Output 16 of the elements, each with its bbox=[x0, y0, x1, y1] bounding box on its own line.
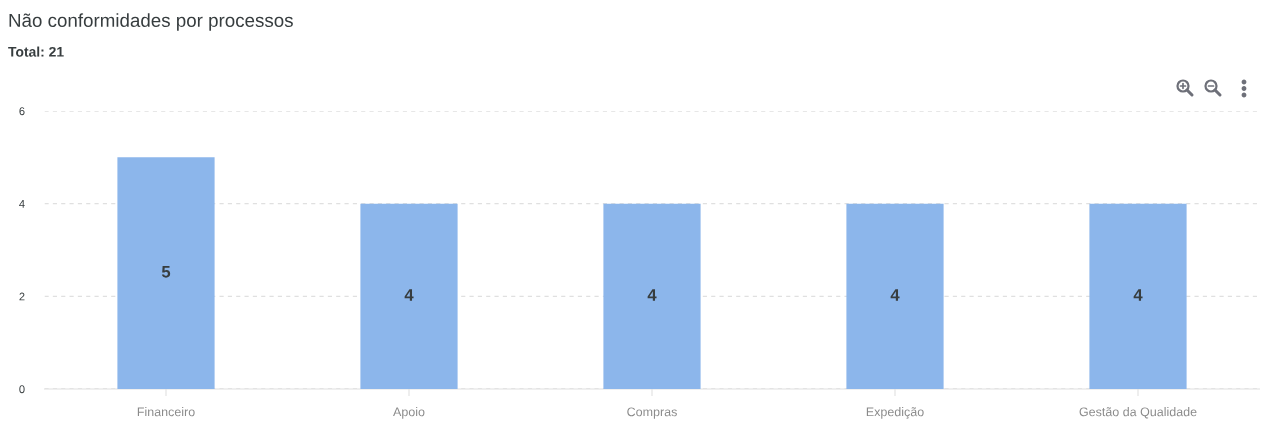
data-label: 5 bbox=[161, 266, 171, 278]
data-label: 4 bbox=[890, 289, 900, 301]
chart-subtitle: Total: 21 bbox=[8, 46, 64, 57]
data-label: 4 bbox=[1133, 289, 1143, 301]
y-tick-label: 0 bbox=[19, 385, 25, 394]
data-label: 4 bbox=[647, 289, 657, 301]
y-tick-label: 4 bbox=[19, 200, 25, 208]
x-tick-label: Apoio bbox=[393, 407, 425, 419]
data-label: 4 bbox=[404, 289, 414, 301]
x-tick-label: Financeiro bbox=[137, 407, 195, 417]
y-tick-label: 2 bbox=[19, 292, 25, 301]
x-tick-label: Expedição bbox=[866, 407, 924, 419]
y-tick-label: 6 bbox=[19, 107, 25, 116]
x-tick-label: Gestão da Qualidade bbox=[1079, 407, 1197, 419]
chart-title: Não conformidades por processos bbox=[9, 13, 293, 31]
x-tick-label: Compras bbox=[627, 407, 677, 419]
